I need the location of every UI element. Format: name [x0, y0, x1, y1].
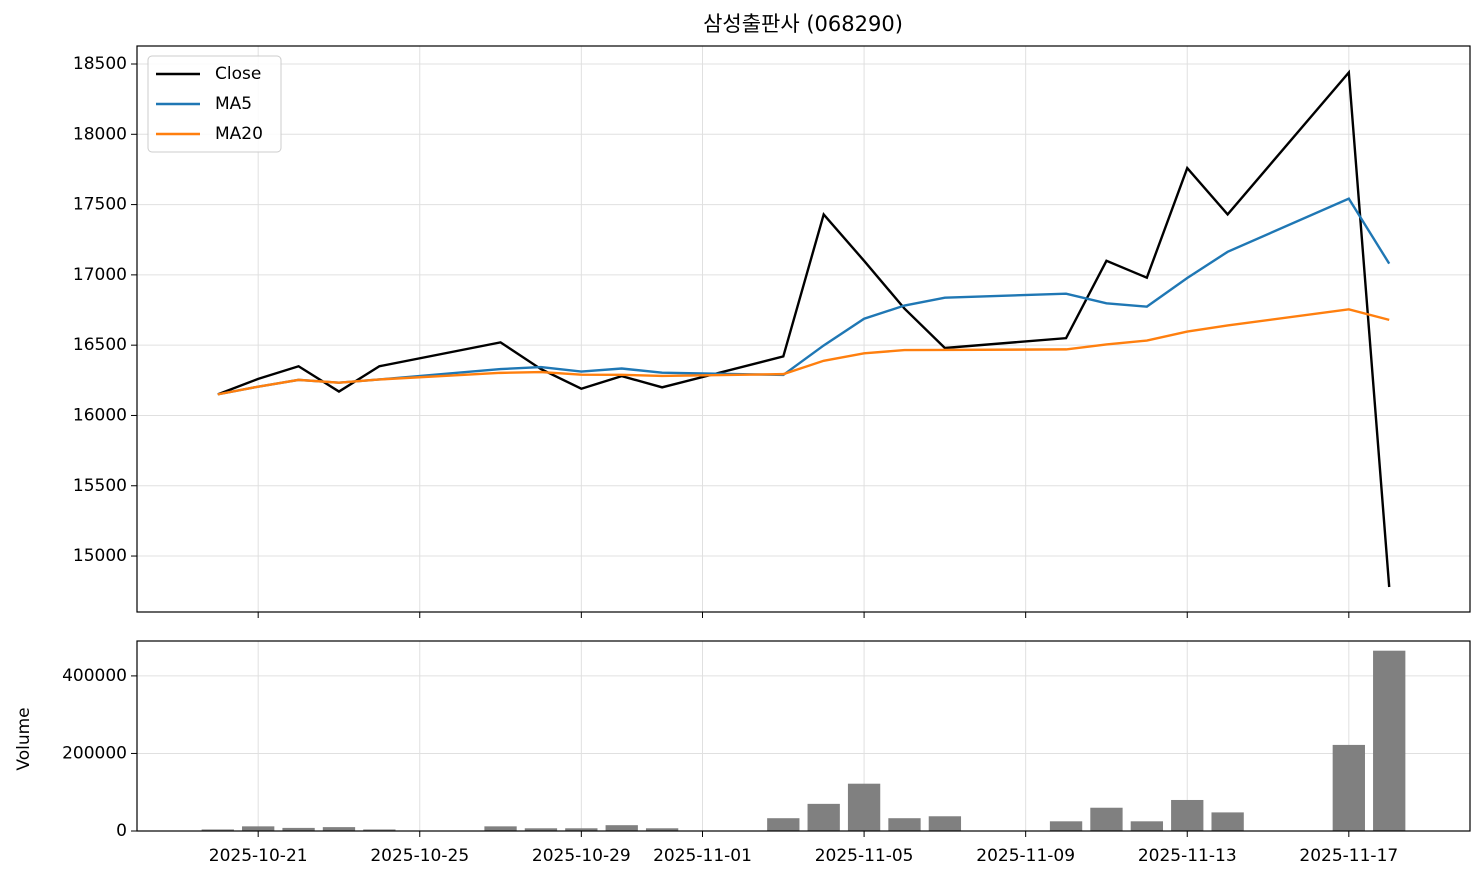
legend: Close MA5 MA20 [147, 55, 282, 153]
x-tick-label: 2025-10-29 [532, 846, 631, 866]
y-axis-label: Volume [14, 707, 34, 770]
y-tick-label: 18500 [73, 54, 127, 74]
bar [1090, 807, 1123, 831]
line [217, 197, 1391, 396]
line [217, 308, 1390, 396]
bar [1049, 821, 1083, 831]
legend-label: Close [215, 64, 261, 84]
legend-label: MA5 [215, 94, 252, 114]
y-tick-label: 18000 [73, 124, 127, 144]
x-tick-label: 2025-10-21 [209, 846, 308, 866]
y-tick-label: 200000 [62, 743, 127, 763]
bar [767, 818, 800, 831]
x-tick-label: 2025-11-01 [653, 846, 752, 866]
y-tick-label: 16500 [73, 335, 127, 355]
x-tick-label: 2025-11-09 [976, 846, 1075, 866]
plot-frame [136, 45, 1471, 613]
plot-frame [136, 640, 1471, 832]
bar [282, 827, 315, 831]
bar [1332, 744, 1365, 831]
bar [928, 816, 962, 831]
bar [1130, 821, 1164, 831]
bar [847, 783, 881, 831]
bar [605, 825, 638, 831]
bar [1373, 650, 1406, 831]
y-tick-label: 17500 [73, 195, 127, 215]
x-tick-label: 2025-11-13 [1138, 846, 1237, 866]
chart-title: 삼성출판사 (068290) [703, 12, 903, 36]
bar [888, 818, 921, 831]
bar [201, 829, 234, 831]
bar [1211, 812, 1244, 831]
bar [645, 828, 679, 831]
legend-label: MA20 [215, 124, 263, 144]
bar [524, 828, 558, 831]
x-tick-label: 2025-11-17 [1299, 846, 1398, 866]
bar [565, 828, 598, 831]
bar [1171, 799, 1204, 831]
y-tick-label: 0 [116, 821, 127, 841]
bar [322, 827, 356, 831]
x-tick-label: 2025-10-25 [370, 846, 469, 866]
bar [363, 829, 396, 831]
y-tick-label: 15500 [73, 476, 127, 496]
y-tick-label: 16000 [73, 405, 127, 425]
bar [242, 826, 275, 831]
x-tick-label: 2025-11-05 [815, 846, 914, 866]
bar [807, 803, 840, 831]
y-tick-label: 15000 [73, 546, 127, 566]
y-tick-label: 400000 [62, 666, 127, 686]
legend-box [147, 55, 282, 153]
line [217, 69, 1391, 588]
y-tick-label: 17000 [73, 265, 127, 285]
bar [484, 826, 517, 831]
